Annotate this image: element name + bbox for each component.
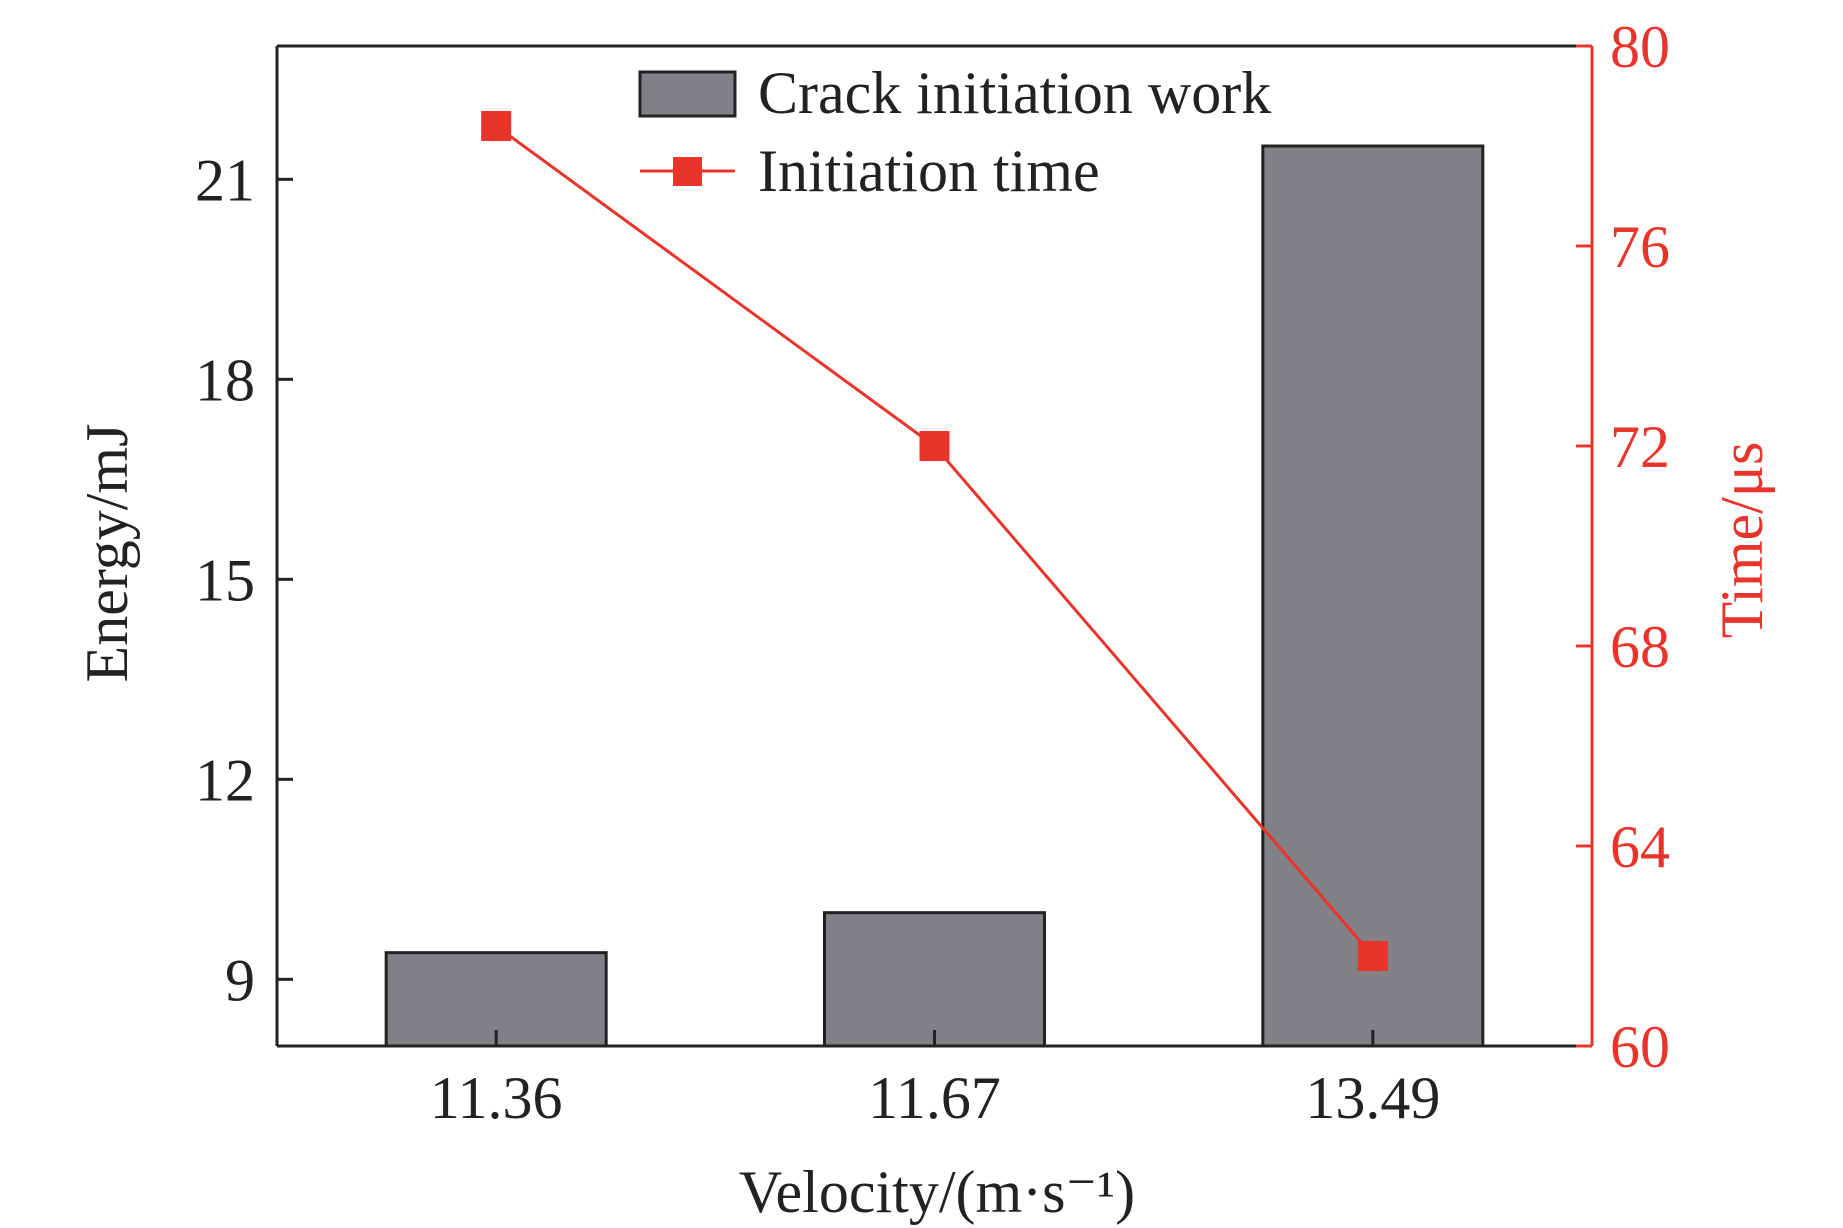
- y2-tick-label-64: 64: [1610, 814, 1670, 880]
- x-tick-label-13.49: 13.49: [1305, 1065, 1440, 1131]
- x-tick-label-11.36: 11.36: [430, 1065, 563, 1131]
- y-tick-label-9: 9: [225, 947, 255, 1013]
- y-tick-label-12: 12: [195, 747, 255, 813]
- y-axis-title: Energy/mJ: [74, 424, 140, 683]
- y2-tick-label-76: 76: [1610, 214, 1670, 280]
- legend-line-marker: [673, 157, 702, 186]
- initiation-time-line: [495, 124, 1374, 957]
- bar-13.49: [1261, 144, 1485, 1048]
- legend-bar-swatch: [638, 70, 737, 118]
- y2-axis-title: Time/μs: [1709, 442, 1775, 639]
- legend: Crack initiation work Initiation time: [638, 60, 1271, 204]
- legend-label-bars: Crack initiation work: [758, 60, 1271, 126]
- point-11.36: [481, 111, 512, 141]
- plot-area: 9 12 15 18 21 60 64 68 72 76 80 11.36 11.67 13.49: [195, 14, 1670, 1131]
- legend-label-line: Initiation time: [758, 138, 1100, 204]
- bar-11.67: [823, 911, 1046, 1048]
- y-tick-label-15: 15: [195, 547, 255, 613]
- y2-tick-label-60: 60: [1610, 1014, 1670, 1080]
- y2-tick-label-68: 68: [1610, 614, 1670, 680]
- x-axis-title: Velocity/(m·s⁻¹): [739, 1159, 1135, 1225]
- y2-tick-label-80: 80: [1610, 14, 1670, 80]
- x-tick-label-11.67: 11.67: [868, 1065, 1001, 1131]
- y-tick-label-18: 18: [195, 347, 255, 413]
- point-13.49: [1357, 941, 1388, 971]
- y-tick-label-21: 21: [195, 147, 255, 213]
- y2-tick-label-72: 72: [1610, 414, 1670, 480]
- point-11.67: [919, 431, 950, 461]
